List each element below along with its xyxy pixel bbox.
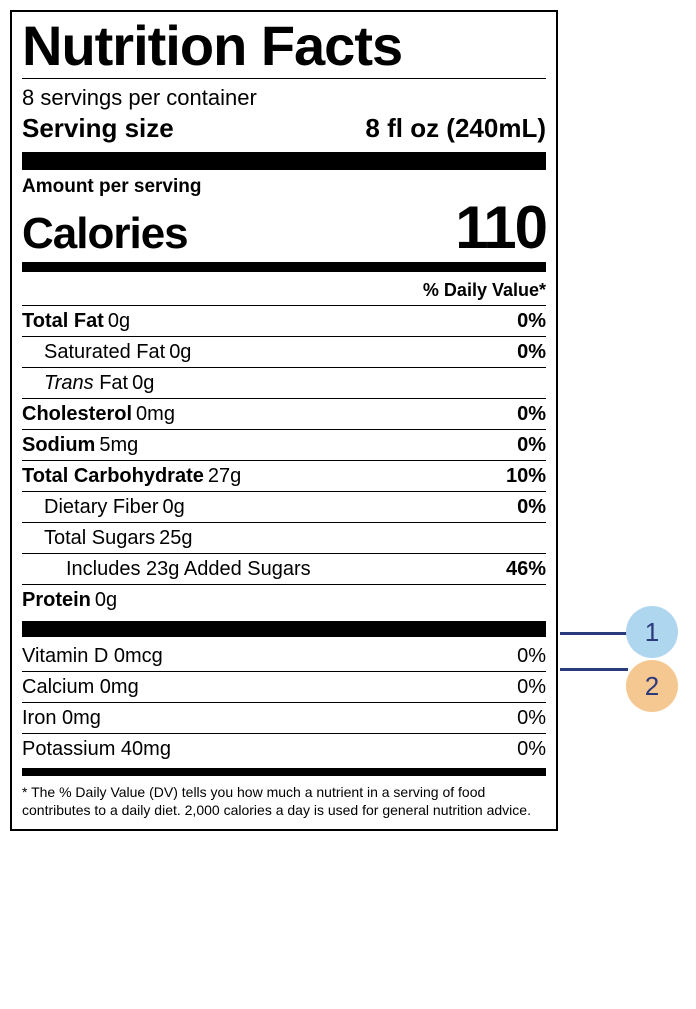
nutrient-row: Trans Fat 0g bbox=[22, 367, 546, 398]
daily-value-header: % Daily Value* bbox=[22, 276, 546, 305]
vitamin-row: Vitamin D 0mcg 0% bbox=[22, 641, 546, 671]
nutrient-name: Trans Fat bbox=[44, 372, 128, 395]
nutrient-name: Protein bbox=[22, 589, 91, 612]
callout-badge: 2 bbox=[626, 660, 678, 712]
divider-bar bbox=[22, 262, 546, 272]
serving-size-label: Serving size bbox=[22, 113, 174, 144]
divider-bar bbox=[22, 768, 546, 776]
nutrient-amount: 0g bbox=[132, 372, 154, 395]
servings-per-container: 8 servings per container bbox=[22, 85, 546, 111]
vitamin-name: Iron 0mg bbox=[22, 707, 101, 730]
vitamin-dv: 0% bbox=[517, 707, 546, 730]
nutrient-row: Includes 23g Added Sugars 46% bbox=[22, 553, 546, 584]
calories-label: Calories bbox=[22, 212, 188, 256]
calories-row: Calories 110 bbox=[22, 198, 546, 258]
nutrient-name: Total Carbohydrate bbox=[22, 465, 204, 488]
vitamin-name: Calcium 0mg bbox=[22, 676, 139, 699]
nutrient-name: Total Fat bbox=[22, 310, 104, 333]
nutrition-label: Nutrition Facts 8 servings per container… bbox=[10, 10, 558, 831]
vitamin-row: Potassium 40mg 0% bbox=[22, 733, 546, 764]
nutrient-row: Cholesterol 0mg 0% bbox=[22, 398, 546, 429]
nutrient-amount: 5mg bbox=[99, 434, 138, 457]
nutrient-dv: 0% bbox=[517, 341, 546, 364]
calories-value: 110 bbox=[455, 198, 546, 258]
nutrient-row: Dietary Fiber 0g 0% bbox=[22, 491, 546, 522]
vitamin-dv: 0% bbox=[517, 676, 546, 699]
nutrient-name: Total Sugars bbox=[44, 527, 155, 550]
nutrient-row: Saturated Fat 0g 0% bbox=[22, 336, 546, 367]
nutrient-name: Sodium bbox=[22, 434, 95, 457]
footnote: * The % Daily Value (DV) tells you how m… bbox=[22, 780, 546, 825]
nutrient-row: Sodium 5mg 0% bbox=[22, 429, 546, 460]
vitamin-name: Vitamin D 0mcg bbox=[22, 645, 163, 668]
vitamin-dv: 0% bbox=[517, 738, 546, 761]
nutrient-name: Includes 23g Added Sugars bbox=[66, 558, 311, 581]
nutrient-amount: 0g bbox=[169, 341, 191, 364]
nutrient-row: Protein 0g bbox=[22, 584, 546, 615]
vitamin-dv: 0% bbox=[517, 645, 546, 668]
callout-line bbox=[560, 632, 628, 635]
serving-size-value: 8 fl oz (240mL) bbox=[365, 113, 546, 144]
divider-bar bbox=[22, 621, 546, 637]
nutrient-amount: 27g bbox=[208, 465, 241, 488]
nutrient-dv: 0% bbox=[517, 310, 546, 333]
nutrient-dv: 0% bbox=[517, 403, 546, 426]
nutrient-row: Total Fat 0g 0% bbox=[22, 305, 546, 336]
nutrient-amount: 0g bbox=[95, 589, 117, 612]
nutrient-row: Total Sugars 25g bbox=[22, 522, 546, 553]
serving-size-row: Serving size 8 fl oz (240mL) bbox=[22, 113, 546, 144]
nutrient-amount: 25g bbox=[159, 527, 192, 550]
nutrient-amount: 0g bbox=[108, 310, 130, 333]
vitamins-list: Vitamin D 0mcg0%Calcium 0mg0%Iron 0mg0%P… bbox=[22, 641, 546, 764]
nutrient-name: Saturated Fat bbox=[44, 341, 165, 364]
title: Nutrition Facts bbox=[22, 18, 546, 79]
nutrients-list: Total Fat 0g 0% Saturated Fat 0g 0% Trans Fa… bbox=[22, 305, 546, 615]
nutrient-row: Total Carbohydrate 27g 10% bbox=[22, 460, 546, 491]
footnote-text: * The % Daily Value (DV) tells you how m… bbox=[22, 784, 531, 818]
nutrient-name: Cholesterol bbox=[22, 403, 132, 426]
nutrient-dv: 0% bbox=[517, 496, 546, 519]
nutrient-amount: 0g bbox=[162, 496, 184, 519]
nutrient-dv: 46% bbox=[506, 558, 546, 581]
callout-badge: 1 bbox=[626, 606, 678, 658]
vitamin-row: Calcium 0mg 0% bbox=[22, 671, 546, 702]
vitamin-name: Potassium 40mg bbox=[22, 738, 171, 761]
nutrient-name: Dietary Fiber bbox=[44, 496, 158, 519]
nutrient-dv: 10% bbox=[506, 465, 546, 488]
vitamin-row: Iron 0mg 0% bbox=[22, 702, 546, 733]
nutrient-dv: 0% bbox=[517, 434, 546, 457]
divider-bar bbox=[22, 152, 546, 170]
callout-line bbox=[560, 668, 628, 671]
nutrient-amount: 0mg bbox=[136, 403, 175, 426]
